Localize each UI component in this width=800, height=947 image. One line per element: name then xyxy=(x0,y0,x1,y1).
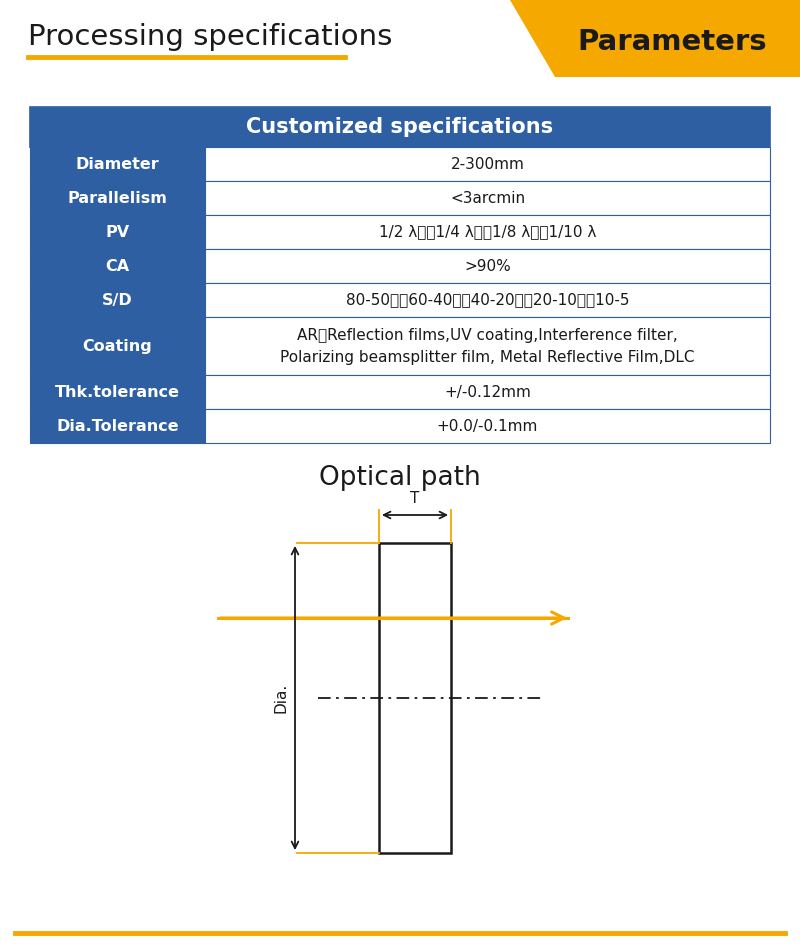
FancyBboxPatch shape xyxy=(30,147,205,181)
Text: Polarizing beamsplitter film, Metal Reflective Film,DLC: Polarizing beamsplitter film, Metal Refl… xyxy=(280,349,694,365)
Text: S/D: S/D xyxy=(102,293,133,308)
FancyBboxPatch shape xyxy=(30,215,205,249)
Text: Dia.: Dia. xyxy=(274,683,289,713)
Text: Dia.Tolerance: Dia.Tolerance xyxy=(56,419,179,434)
Text: CA: CA xyxy=(106,259,130,274)
FancyBboxPatch shape xyxy=(205,147,770,181)
FancyBboxPatch shape xyxy=(205,181,770,215)
Text: 80-50、、60-40、、40-20、、20-10、、10-5: 80-50、、60-40、、40-20、、20-10、、10-5 xyxy=(346,293,630,308)
FancyBboxPatch shape xyxy=(205,317,770,375)
Text: Thk.tolerance: Thk.tolerance xyxy=(55,384,180,400)
Text: 1/2 λ、　1/4 λ、　1/8 λ、　1/10 λ: 1/2 λ、 1/4 λ、 1/8 λ、 1/10 λ xyxy=(379,224,596,240)
Polygon shape xyxy=(510,0,800,77)
Text: AR、Reflection films,UV coating,Interference filter,: AR、Reflection films,UV coating,Interfere… xyxy=(297,328,678,343)
FancyBboxPatch shape xyxy=(205,375,770,409)
FancyBboxPatch shape xyxy=(205,249,770,283)
FancyBboxPatch shape xyxy=(30,409,205,443)
Text: Parameters: Parameters xyxy=(577,28,767,56)
FancyBboxPatch shape xyxy=(30,107,770,147)
Text: 2-300mm: 2-300mm xyxy=(450,156,525,171)
Text: Diameter: Diameter xyxy=(76,156,159,171)
Text: >90%: >90% xyxy=(464,259,511,274)
FancyBboxPatch shape xyxy=(205,283,770,317)
Text: T: T xyxy=(410,491,420,506)
FancyBboxPatch shape xyxy=(30,181,205,215)
Text: Processing specifications: Processing specifications xyxy=(28,23,392,51)
Text: Parallelism: Parallelism xyxy=(67,190,167,205)
FancyBboxPatch shape xyxy=(205,215,770,249)
FancyBboxPatch shape xyxy=(30,375,205,409)
Text: Optical path: Optical path xyxy=(319,465,481,491)
Bar xyxy=(379,543,451,853)
FancyBboxPatch shape xyxy=(205,409,770,443)
FancyBboxPatch shape xyxy=(30,249,205,283)
Text: PV: PV xyxy=(106,224,130,240)
Text: Coating: Coating xyxy=(82,338,152,353)
FancyBboxPatch shape xyxy=(30,283,205,317)
Text: <3arcmin: <3arcmin xyxy=(450,190,525,205)
FancyBboxPatch shape xyxy=(30,317,205,375)
Text: +0.0/-0.1mm: +0.0/-0.1mm xyxy=(437,419,538,434)
Text: Customized specifications: Customized specifications xyxy=(246,117,554,137)
Text: +/-0.12mm: +/-0.12mm xyxy=(444,384,531,400)
